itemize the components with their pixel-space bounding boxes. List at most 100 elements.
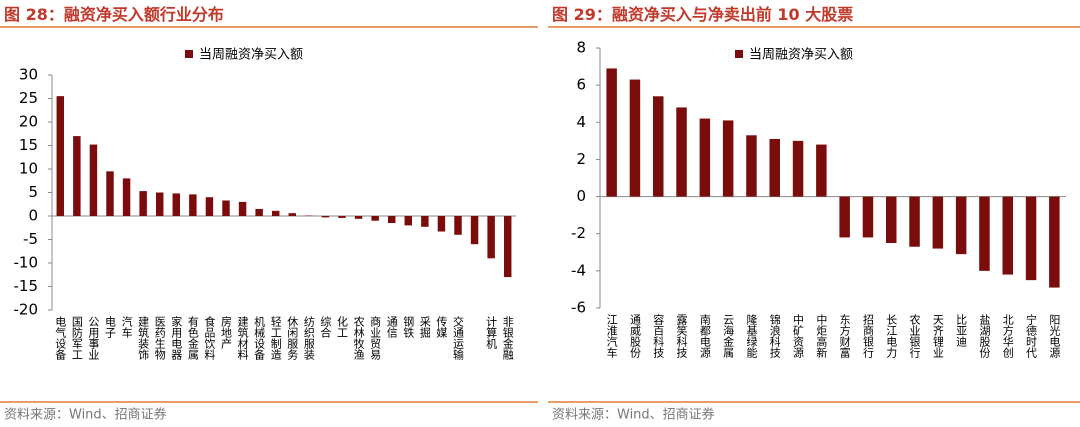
- bar: [629, 79, 641, 197]
- y-tick-label: 8: [576, 39, 586, 57]
- bar: [862, 196, 874, 238]
- bar: [404, 216, 413, 226]
- x-tick-label: 通威股份: [628, 314, 641, 359]
- x-tick-label: 综合: [319, 315, 332, 338]
- x-tick-label: 电气设备: [54, 316, 67, 361]
- legend-swatch: [185, 50, 193, 58]
- legend-label: 当周融资净买入额: [749, 48, 853, 63]
- bar: [238, 201, 247, 216]
- bar: [371, 216, 379, 221]
- bar: [155, 192, 164, 216]
- x-tick-label: 计算机: [485, 316, 498, 349]
- x-tick-label: 有色金属: [186, 315, 199, 361]
- x-tick-label: 中矿资源: [792, 314, 805, 359]
- x-tick-label: 农业银行: [908, 313, 921, 359]
- x-tick-label: 商业贸易: [369, 315, 382, 361]
- x-tick-label: 机械设备: [253, 315, 266, 361]
- bar: [487, 216, 495, 259]
- x-tick-label: 长江电力: [885, 314, 898, 358]
- bar: [722, 120, 734, 197]
- y-tick-label: 0: [28, 207, 38, 225]
- x-tick-label: 公用事业: [87, 316, 100, 360]
- bar: [606, 68, 617, 197]
- x-tick-label: 中炬高新: [815, 314, 828, 358]
- x-tick-label: 东方财富: [838, 314, 851, 359]
- bar: [792, 140, 804, 197]
- x-tick-label: 钢铁: [402, 316, 415, 338]
- x-tick-label: 盐湖股份: [978, 314, 991, 359]
- y-tick-label: -6: [571, 299, 586, 317]
- bar: [89, 144, 98, 216]
- x-tick-label: 电子: [104, 316, 117, 338]
- legend-label: 当周融资净买入额: [199, 48, 303, 63]
- y-tick-label: 15: [19, 136, 38, 154]
- x-tick-label: 交通运输: [452, 315, 465, 361]
- bar: [321, 216, 330, 218]
- bar: [73, 136, 81, 216]
- bar: [56, 96, 65, 216]
- chart-title: 图 28：融资净买入额行业分布: [4, 5, 224, 24]
- x-tick-label: 采掘: [418, 316, 431, 339]
- bar: [839, 196, 850, 238]
- y-tick-label: 0: [576, 187, 586, 205]
- x-tick-label: 江淮汽车: [605, 314, 618, 359]
- source: 资料来源：Wind、招商证券: [552, 407, 715, 423]
- y-tick-label: -15: [14, 277, 39, 295]
- x-tick-label: 露笑科技: [675, 314, 688, 359]
- x-tick-label: 锦浪科技: [768, 313, 781, 359]
- x-tick-label: 云海金属: [722, 314, 735, 359]
- x-tick-label: 建筑材料: [236, 315, 249, 361]
- y-tick-label: 4: [576, 113, 586, 131]
- x-tick-label: 房地产: [220, 316, 233, 350]
- bar: [653, 96, 664, 197]
- bar: [106, 171, 114, 216]
- x-tick-label: 比亚迪: [955, 314, 968, 347]
- bar: [205, 197, 214, 216]
- y-tick-label: -4: [571, 261, 586, 279]
- x-tick-label: 农林牧渔: [352, 315, 365, 361]
- x-tick-label: 汽车: [120, 315, 133, 339]
- bar: [421, 216, 429, 227]
- bar: [454, 216, 462, 235]
- bar: [354, 216, 363, 219]
- x-tick-label: 通信: [385, 316, 398, 339]
- x-tick-label: 医药生物: [153, 316, 166, 360]
- bar: [288, 213, 297, 216]
- bar: [1002, 196, 1013, 275]
- bar: [1049, 196, 1060, 288]
- x-tick-label: 南都电源: [698, 314, 711, 359]
- bar: [470, 216, 479, 245]
- x-tick-label: 招商银行: [861, 313, 874, 359]
- bar: [1025, 196, 1037, 281]
- bar: [676, 107, 687, 197]
- y-tick-label: -2: [571, 224, 586, 242]
- y-tick-label: 5: [28, 183, 38, 201]
- y-tick-label: 6: [576, 76, 586, 94]
- x-tick-label: 建筑装饰: [137, 315, 150, 360]
- bar: [955, 196, 967, 255]
- bar: [222, 200, 230, 216]
- bar: [255, 208, 263, 216]
- x-tick-label: 传媒: [435, 316, 448, 339]
- bar: [909, 196, 920, 247]
- bar: [503, 216, 512, 278]
- bar: [437, 216, 446, 232]
- x-tick-label: 纺织服装: [302, 315, 315, 361]
- bar: [189, 194, 197, 216]
- bar: [699, 118, 711, 197]
- bar: [769, 139, 780, 197]
- x-tick-label: 食品饮料: [203, 315, 216, 361]
- bar: [122, 178, 131, 216]
- y-tick-label: 25: [19, 89, 38, 107]
- bar: [816, 144, 827, 197]
- chart-title: 图 29：融资净买入与净卖出前 10 大股票: [552, 5, 853, 24]
- y-tick-label: -5: [23, 230, 38, 248]
- y-tick-label: -10: [14, 254, 39, 272]
- bar: [172, 193, 181, 216]
- x-tick-label: 国防军工: [70, 316, 83, 360]
- x-tick-label: 北方华创: [1001, 314, 1014, 359]
- bar: [746, 135, 757, 197]
- bar: [886, 196, 897, 243]
- y-tick-label: 2: [576, 150, 586, 168]
- y-tick-label: -20: [14, 301, 39, 319]
